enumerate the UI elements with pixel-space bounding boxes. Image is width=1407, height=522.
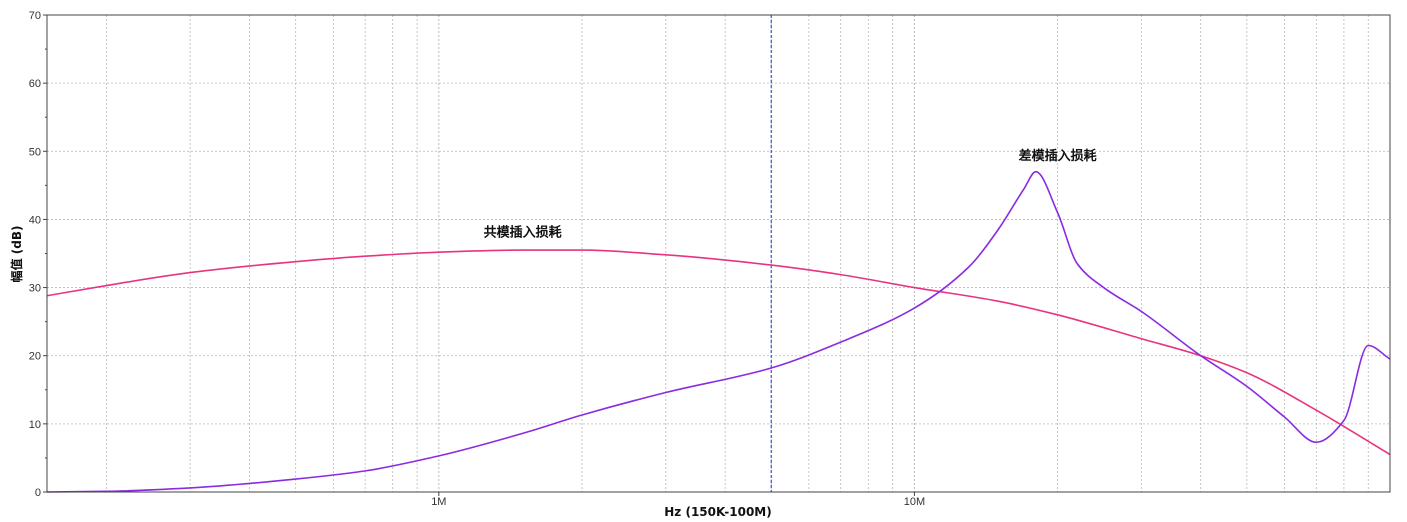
y-tick-label: 60: [29, 78, 41, 90]
annotation-differential-mode: 差模插入损耗: [1019, 148, 1097, 164]
y-tick-label: 30: [29, 283, 41, 295]
x-axis-ticks: 1M 10M: [431, 492, 925, 508]
x-tick-label: 10M: [904, 496, 925, 508]
x-tick-label: 1M: [431, 496, 446, 508]
y-axis-title: 幅值 (dB): [9, 226, 24, 283]
x-axis-title: Hz (150K-100M): [664, 505, 771, 519]
y-tick-label: 10: [29, 419, 41, 431]
y-tick-label: 20: [29, 351, 41, 363]
plot-background: [47, 15, 1390, 492]
y-tick-label: 40: [29, 214, 41, 226]
series-line-differential-mode: [46, 170, 1391, 493]
y-tick-label: 50: [29, 146, 41, 158]
y-tick-label: 0: [35, 487, 41, 499]
y-tick-label: 70: [29, 10, 41, 22]
y-axis-ticks: 0 10 20 30 40 50 60 70: [29, 10, 47, 499]
series-layer: [46, 170, 1391, 493]
annotation-common-mode: 共模插入损耗: [484, 224, 562, 240]
